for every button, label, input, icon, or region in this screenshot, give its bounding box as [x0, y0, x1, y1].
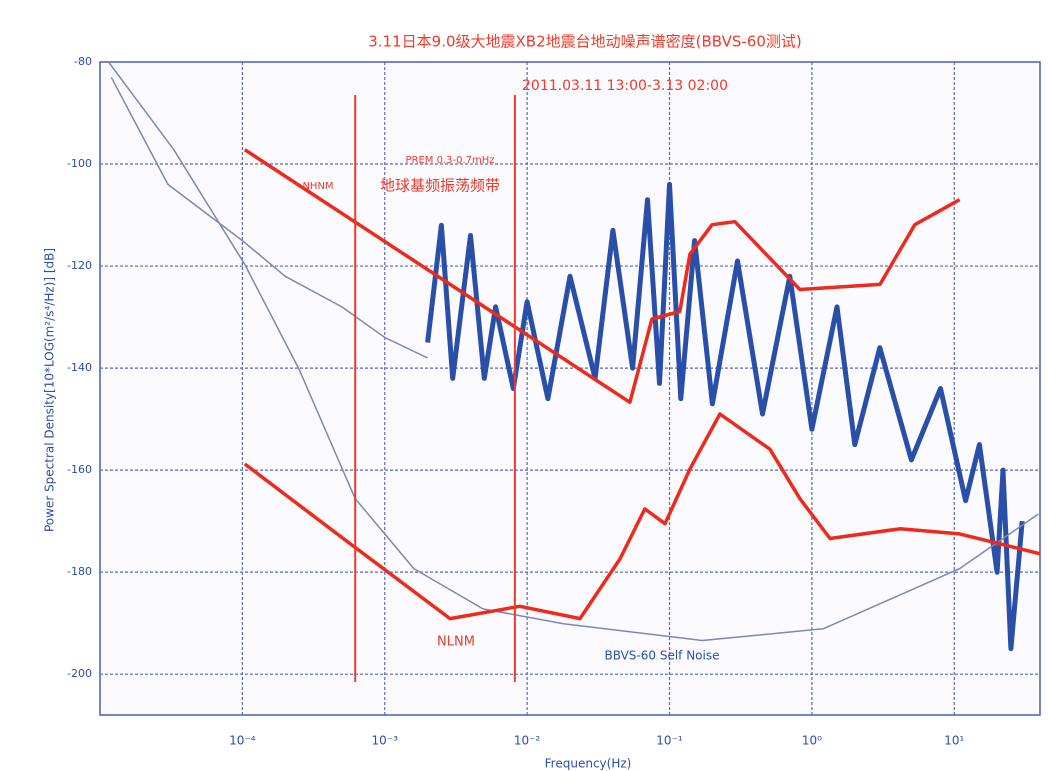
y-tick-label: -140 [67, 361, 92, 374]
y-tick-label: -160 [67, 463, 92, 476]
series-line [243, 148, 961, 405]
series-line [425, 181, 1025, 652]
x-tick-label: 10⁻⁴ [229, 734, 256, 748]
y-tick-label: -200 [67, 667, 92, 680]
y-tick-label: -120 [67, 259, 92, 272]
x-tick-label: 10⁻³ [372, 734, 399, 748]
y-tick-label: -180 [67, 565, 92, 578]
y-axis-label: Power Spectral Density[10*LOG(m²/s⁴/Hz)]… [43, 248, 57, 532]
x-tick-label: 10⁻² [514, 734, 541, 748]
x-tick-label: 10¹ [944, 734, 964, 748]
y-tick-label: -80 [74, 55, 92, 68]
series-line [110, 76, 428, 359]
annotation: PREM 0.3-0.7mHz [405, 155, 494, 166]
chart-title: 3.11日本9.0级大地震XB2地震台地动噪声谱密度(BBVS-60测试) [368, 33, 801, 51]
y-tick-label: -100 [67, 157, 92, 170]
annotation: 2011.03.11 13:00-3.13 02:00 [522, 78, 728, 94]
series-line [107, 61, 1039, 642]
annotation: NLNM [437, 635, 475, 650]
annotation: 地球基频振荡频带 [380, 177, 500, 195]
series-line [243, 412, 1041, 621]
x-tick-label: 10⁻¹ [656, 734, 683, 748]
annotation: BBVS-60 Self Noise [605, 649, 720, 663]
x-tick-label: 10⁰ [802, 734, 822, 748]
plot-area [99, 61, 1041, 716]
x-axis-label: Frequency(Hz) [545, 757, 632, 771]
annotation: NHNM [302, 181, 333, 192]
